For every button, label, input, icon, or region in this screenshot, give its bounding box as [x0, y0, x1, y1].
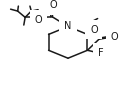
- Text: O: O: [49, 0, 57, 10]
- Text: O: O: [111, 32, 118, 42]
- Text: F: F: [98, 48, 103, 58]
- Text: N: N: [64, 22, 72, 32]
- Text: O: O: [35, 15, 43, 25]
- Text: O: O: [90, 25, 98, 35]
